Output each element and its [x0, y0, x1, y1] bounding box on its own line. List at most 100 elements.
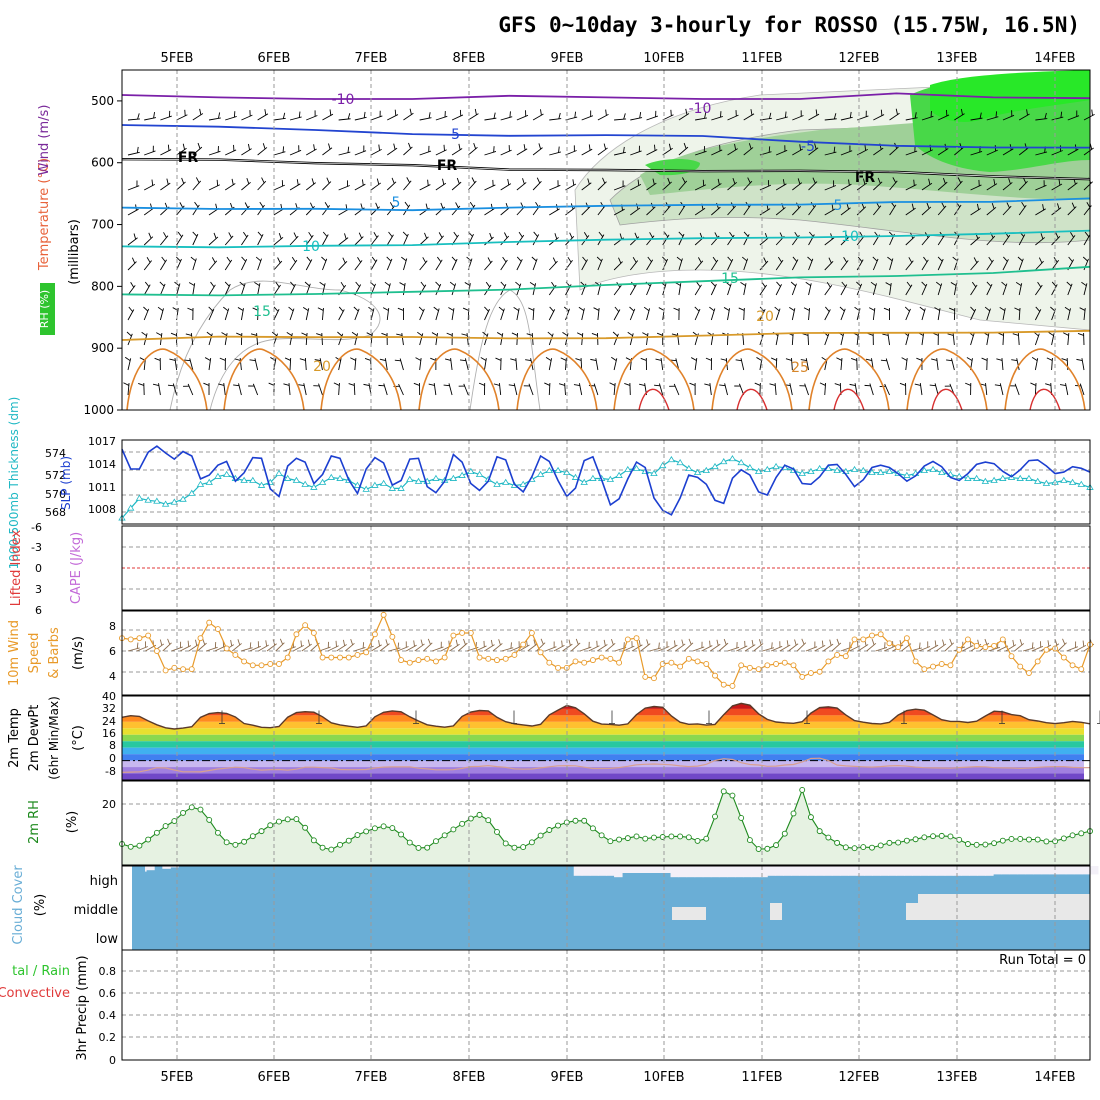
isotherm-fr-inner [121, 158, 1091, 180]
wind-barb-feather [206, 331, 212, 337]
wind-barb-feather [567, 256, 572, 263]
wind-barb-feather [179, 202, 184, 208]
wind-barb-feather [265, 640, 268, 647]
wind-barb-feather [525, 359, 532, 362]
thickness-line-point [135, 494, 144, 501]
wind-barb [613, 285, 622, 296]
rh-2m-line-point [877, 842, 884, 849]
wind-barb-feather [971, 281, 977, 288]
wind-barb-feather [1047, 640, 1050, 647]
wind-barb-feather [252, 307, 259, 311]
wind-barb-feather [789, 306, 795, 311]
wind-barb-feather [1044, 112, 1047, 119]
cloud-high-gap [589, 866, 599, 876]
rh-2m-line-point [930, 833, 936, 840]
wind-barb [273, 184, 285, 191]
wind-barb-feather [233, 384, 240, 387]
wind-barb [289, 284, 296, 296]
rh-2m-line-point [633, 833, 640, 840]
wind-barb [1017, 332, 1020, 346]
wind-barb-feather [516, 256, 522, 262]
wind-barb [257, 234, 264, 246]
wind-barb-feather [1058, 179, 1061, 186]
thickness-line-point [850, 465, 859, 473]
thickness-line-point [728, 454, 737, 462]
wind-barb [192, 233, 199, 246]
isotherm-label: 10 [302, 239, 320, 255]
wind-barb-feather [627, 331, 633, 337]
wind-barb-feather [448, 307, 454, 311]
wind-barb [273, 151, 286, 156]
wind-barb-feather [882, 333, 889, 336]
wind-barb-feather [466, 256, 472, 262]
wind-barb-feather [353, 306, 359, 312]
rh-legend-swatch [40, 283, 55, 335]
wind-barb-feather [364, 358, 371, 361]
wind-speed-line-point [807, 670, 814, 676]
wind-barb-feather [396, 333, 403, 336]
wind-tick: 8 [109, 620, 116, 633]
wind-speed-line-point [171, 664, 178, 671]
thickness-line-point [536, 470, 545, 477]
panel-frame [121, 780, 1091, 866]
wind-barb-feather [420, 281, 425, 288]
wind-barb-feather [598, 231, 604, 237]
wind-barb-feather [671, 333, 678, 336]
wind-barb-feather [857, 256, 863, 262]
wind-barb-feather [603, 639, 606, 646]
wind-barb-feather [1082, 256, 1088, 262]
wind-barb-feather [919, 642, 921, 649]
wind-barb-feather [181, 177, 185, 184]
wind-barb [952, 333, 955, 346]
wind-barb-feather [871, 639, 875, 645]
rh-2m-line-point [276, 818, 282, 825]
wind-barb [223, 383, 226, 396]
wind-barb-feather [662, 256, 667, 262]
rh-2m-line-point [973, 841, 980, 848]
wind-barb [548, 260, 558, 271]
wind-barb [1001, 358, 1004, 371]
precip-tick: 0.8 [99, 965, 117, 978]
wind-barb [143, 308, 150, 321]
wind-barb-feather [296, 179, 299, 186]
rh-2m-line-point [607, 838, 614, 845]
wind-barb-feather [976, 203, 980, 210]
wind-barb-feather [386, 256, 392, 262]
wind-barb-feather [782, 179, 785, 186]
cloud-high-gap [977, 866, 986, 876]
wind-barb-feather [576, 332, 583, 336]
x-tick-bottom: 13FEB [936, 1070, 977, 1085]
thickness-line-point [257, 481, 266, 488]
wind-barb-feather [949, 638, 953, 645]
cloud-high-gap [735, 866, 744, 878]
wind-barb-feather [914, 112, 917, 119]
thickness-line-point [493, 480, 501, 487]
rh-2m-line-point [171, 818, 178, 824]
wind-barb [386, 181, 397, 191]
wind-barb [127, 309, 135, 321]
thickness-line-point [702, 466, 710, 474]
wind-barb-feather [769, 383, 776, 386]
wind-barb-feather [210, 281, 215, 288]
wind-barb [457, 642, 468, 652]
wind-barb [824, 309, 831, 321]
wind-barb-feather [807, 256, 813, 262]
wind-barb-feather [338, 306, 344, 312]
wind-speed-line-point [790, 662, 797, 669]
wind-barb [403, 180, 412, 191]
wind-barb-feather [243, 231, 248, 238]
wind-barb [208, 117, 221, 121]
wind-barb-feather [959, 143, 963, 149]
wind-barb-feather [1053, 256, 1058, 263]
temp-band [122, 728, 1084, 735]
cloud-high-gap [856, 866, 865, 876]
rh-2m-line-point [406, 839, 413, 846]
wind-barb-feather [133, 233, 137, 240]
wind-barb-feather [510, 358, 517, 361]
wind-barb-feather [569, 232, 573, 239]
isotherm-25-low [1029, 388, 1061, 411]
rh-2m-line-point [345, 837, 352, 844]
wind-barb-feather [288, 306, 294, 312]
wind-barb [160, 259, 167, 271]
thickness-line-point [397, 484, 405, 491]
